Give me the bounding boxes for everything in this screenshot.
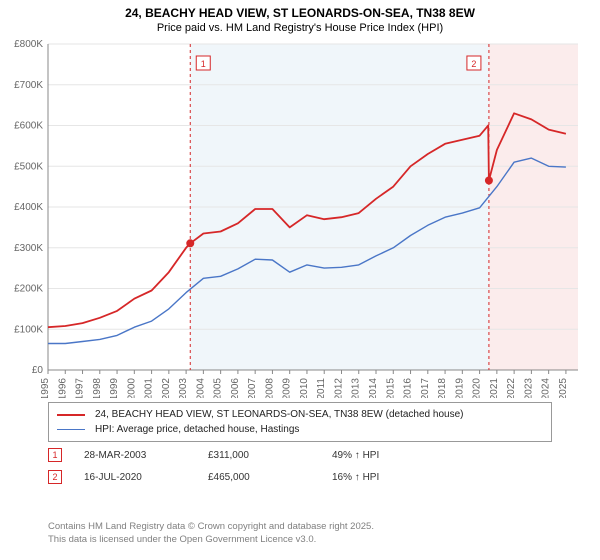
x-axis-label: 2006: [230, 378, 241, 398]
y-axis-label: £800K: [14, 39, 43, 50]
marker-flag-num: 1: [201, 59, 206, 69]
marker-date-2: 16-JUL-2020: [84, 472, 204, 483]
x-axis-label: 1995: [40, 378, 51, 398]
footer-attribution: Contains HM Land Registry data © Crown c…: [48, 520, 374, 546]
marker-row-2: 2 16-JUL-2020 £465,000 16% ↑ HPI: [48, 466, 552, 488]
x-axis-label: 1999: [109, 378, 120, 398]
price-chart: £0 £100K £200K £300K £400K £500K £600K £700K £80…: [0, 38, 600, 398]
footer-line-2: This data is licensed under the Open Gov…: [48, 533, 374, 546]
legend-swatch-hpi: [57, 429, 85, 430]
y-axis-label: £500K: [14, 161, 43, 172]
y-axis-label: £600K: [14, 121, 43, 132]
y-axis-label: £400K: [14, 202, 43, 213]
y-axis-label: £700K: [14, 80, 43, 91]
y-axis-label: £200K: [14, 284, 43, 295]
x-axis-label: 2012: [333, 378, 344, 398]
x-axis-label: 2010: [299, 378, 310, 398]
x-axis-label: 2025: [558, 378, 569, 398]
legend-label-property: 24, BEACHY HEAD VIEW, ST LEONARDS-ON-SEA…: [95, 407, 463, 422]
marker-delta-2: 16% ↑ HPI: [332, 472, 452, 483]
x-axis-label: 2018: [437, 378, 448, 398]
chart-title: 24, BEACHY HEAD VIEW, ST LEONARDS-ON-SEA…: [0, 0, 600, 34]
x-axis-label: 2002: [161, 378, 172, 398]
legend-label-hpi: HPI: Average price, detached house, Hast…: [95, 422, 299, 437]
x-axis-label: 2013: [351, 378, 362, 398]
marker-badge-2: 2: [48, 470, 62, 484]
x-axis-label: 2000: [126, 378, 137, 398]
marker-row-1: 1 28-MAR-2003 £311,000 49% ↑ HPI: [48, 444, 552, 466]
legend-item-property: 24, BEACHY HEAD VIEW, ST LEONARDS-ON-SEA…: [57, 407, 543, 422]
legend-swatch-property: [57, 414, 85, 416]
x-axis-label: 2004: [195, 378, 206, 398]
x-axis-label: 1997: [75, 378, 86, 398]
x-axis-label: 2020: [472, 378, 483, 398]
footer-line-1: Contains HM Land Registry data © Crown c…: [48, 520, 374, 533]
x-axis-label: 2005: [213, 378, 224, 398]
marker-delta-1: 49% ↑ HPI: [332, 450, 452, 461]
x-axis-label: 1998: [92, 378, 103, 398]
title-line-2: Price paid vs. HM Land Registry's House …: [0, 22, 600, 34]
x-axis-label: 2023: [523, 378, 534, 398]
y-axis-label: £300K: [14, 243, 43, 254]
marker-price-1: £311,000: [208, 450, 328, 461]
x-axis-label: 2009: [282, 378, 293, 398]
x-axis-label: 2003: [178, 378, 189, 398]
marker-table: 1 28-MAR-2003 £311,000 49% ↑ HPI 2 16-JU…: [48, 444, 552, 488]
x-axis-label: 2014: [368, 378, 379, 398]
x-axis-label: 2008: [264, 378, 275, 398]
x-axis-label: 1996: [57, 378, 68, 398]
x-axis-label: 2015: [385, 378, 396, 398]
marker-date-1: 28-MAR-2003: [84, 450, 204, 461]
x-axis-label: 2016: [403, 378, 414, 398]
y-axis-label: £100K: [14, 324, 43, 335]
legend: 24, BEACHY HEAD VIEW, ST LEONARDS-ON-SEA…: [48, 402, 552, 442]
marker-dot: [485, 177, 493, 185]
y-axis-label: £0: [32, 365, 44, 376]
marker-dot: [186, 239, 194, 247]
chart-svg: £0 £100K £200K £300K £400K £500K £600K £700K £80…: [0, 38, 600, 398]
title-line-1: 24, BEACHY HEAD VIEW, ST LEONARDS-ON-SEA…: [0, 6, 600, 20]
legend-item-hpi: HPI: Average price, detached house, Hast…: [57, 422, 543, 437]
x-axis-label: 2001: [144, 378, 155, 398]
marker-flag-num: 2: [471, 59, 476, 69]
x-axis-label: 2024: [541, 378, 552, 398]
x-axis-label: 2011: [316, 378, 327, 398]
x-axis-label: 2019: [454, 378, 465, 398]
x-axis-label: 2017: [420, 378, 431, 398]
marker-badge-1: 1: [48, 448, 62, 462]
x-axis-label: 2022: [506, 378, 517, 398]
x-axis-label: 2021: [489, 378, 500, 398]
marker-price-2: £465,000: [208, 472, 328, 483]
x-axis-label: 2007: [247, 378, 258, 398]
